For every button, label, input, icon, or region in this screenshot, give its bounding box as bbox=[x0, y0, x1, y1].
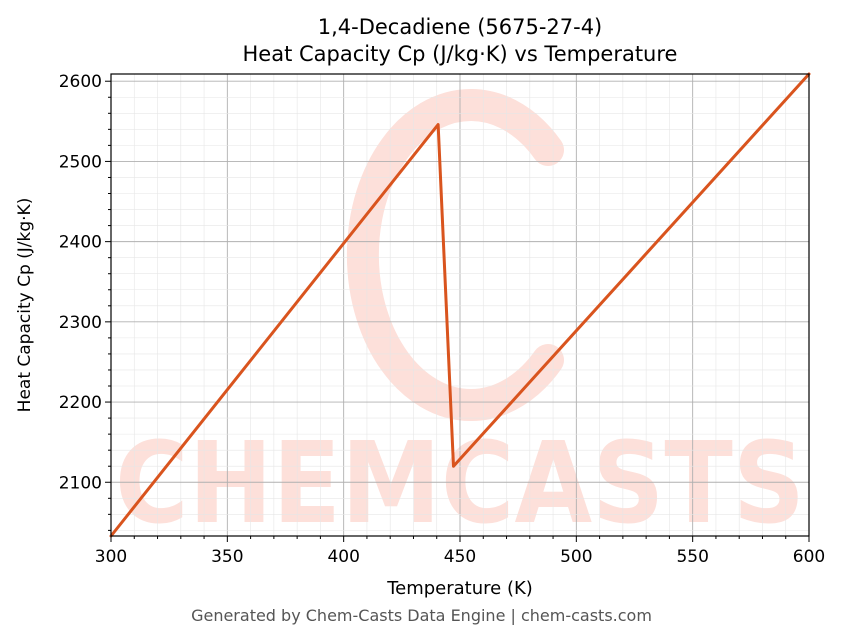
x-tick-label: 550 bbox=[676, 547, 708, 567]
grid bbox=[110, 74, 810, 536]
chart-title: 1,4-Decadiene (5675-27-4) bbox=[318, 15, 603, 39]
chart-subtitle: Heat Capacity Cp (J/kg·K) vs Temperature bbox=[243, 42, 678, 66]
x-axis-label: Temperature (K) bbox=[386, 578, 533, 599]
y-tick-label: 2300 bbox=[59, 313, 102, 333]
series-layer bbox=[109, 72, 811, 538]
y-tick-label: 2400 bbox=[59, 233, 102, 253]
watermark-swirl bbox=[346, 89, 564, 421]
x-tick-label: 300 bbox=[95, 547, 127, 567]
x-tick-label: 400 bbox=[327, 547, 359, 567]
y-tick-label: 2500 bbox=[59, 152, 102, 172]
x-tick-label: 600 bbox=[793, 547, 825, 567]
footer-credit: Generated by Chem-Casts Data Engine | ch… bbox=[191, 606, 652, 625]
series-line-0 bbox=[109, 72, 811, 538]
x-tick-label: 350 bbox=[211, 547, 243, 567]
y-axis-label: Heat Capacity Cp (J/kg·K) bbox=[15, 198, 35, 413]
y-tick-label: 2200 bbox=[59, 393, 102, 413]
y-tick-label: 2100 bbox=[59, 473, 102, 493]
x-tick-label: 450 bbox=[444, 547, 476, 567]
x-tick-label: 500 bbox=[560, 547, 592, 567]
axes: 300 350 400 450 500 550 600 2100 2200 2300 2400 250… bbox=[59, 72, 825, 567]
y-tick-label: 2600 bbox=[59, 72, 102, 92]
